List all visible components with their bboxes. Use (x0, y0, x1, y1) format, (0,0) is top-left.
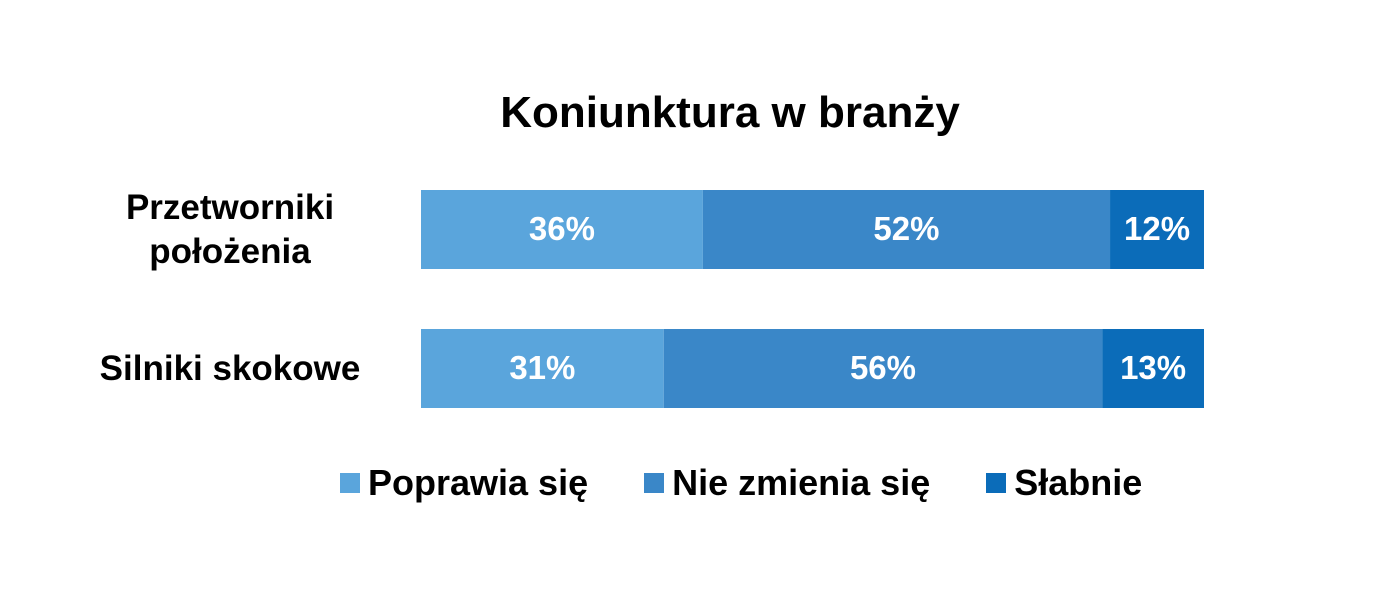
legend-item: Nie zmienia się (644, 462, 930, 504)
value-label: 36% (529, 210, 595, 247)
chart-title: Koniunktura w branży (500, 88, 960, 137)
value-label: 52% (873, 210, 939, 247)
category-label: Silniki skokowe (99, 348, 361, 388)
legend-swatch (644, 473, 665, 493)
bar-segment (702, 190, 1111, 269)
legend-label: Nie zmienia się (672, 462, 931, 503)
value-label: 31% (509, 349, 575, 386)
legend-label: Poprawia się (368, 462, 589, 503)
legend-label: Słabnie (1014, 462, 1143, 503)
bar-segment (1102, 329, 1204, 408)
value-label: 12% (1124, 210, 1190, 247)
legend-swatch (986, 473, 1007, 493)
legend-swatch (340, 473, 360, 493)
value-label: 13% (1120, 349, 1186, 386)
value-label: 56% (850, 349, 916, 386)
bar-segment (663, 329, 1103, 408)
bar-segment (421, 190, 703, 269)
category-label: Przetworniki położenia (125, 187, 335, 271)
legend-item: Poprawia się (340, 462, 588, 504)
bar-segment (1110, 190, 1204, 269)
legend-item: Słabnie (986, 462, 1142, 504)
legend: Poprawia się Nie zmienia się Słabnie (340, 462, 1198, 504)
bar-segment (421, 329, 664, 408)
